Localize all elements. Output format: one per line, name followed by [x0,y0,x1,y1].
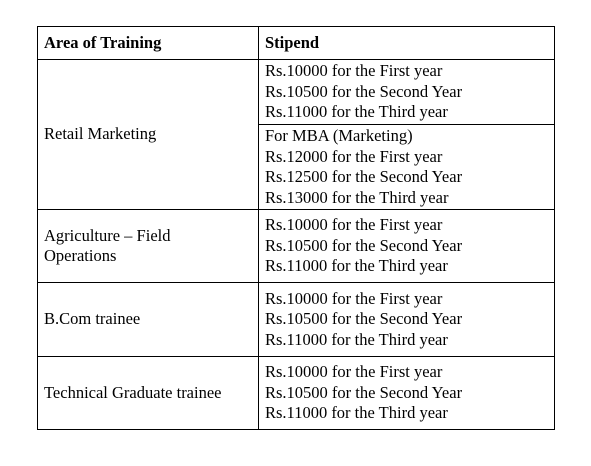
area-line: Agriculture – Field [44,225,171,245]
area-retail-marketing: Retail Marketing [37,59,259,210]
stipend-line: For MBA (Marketing) [265,126,413,145]
stipend-line: Rs.11000 for the Third year [265,329,448,349]
table-row-technical-graduate: Technical Graduate trainee Rs.10000 for … [37,356,555,430]
stipend-line: Rs.11000 for the Third year [265,403,448,423]
stipend-line: Rs.11000 for the Third year [265,256,448,276]
header-area-of-training: Area of Training [37,26,259,60]
table-row-bcom: B.Com trainee Rs.10000 for the First yea… [37,282,555,357]
stipend-line: Rs.11000 for the Third year [265,102,448,122]
stipend-line: Rs.12500 for the Second Year [265,167,463,186]
table-row-agriculture: Agriculture – Field Operations Rs.10000 … [37,209,555,283]
stipend-line: Rs.10500 for the Second Year [265,235,463,255]
header-row: Area of Training Stipend [37,26,555,60]
stipend-line: Rs.10000 for the First year [265,288,443,308]
stipend-retail-standard: Rs.10000 for the First year Rs.10500 for… [258,59,555,125]
area-bcom-trainee: B.Com trainee [37,282,259,357]
stipend-table: Area of Training Stipend Retail Marketin… [37,26,555,430]
stipend-line: Rs.10000 for the First year [265,362,443,382]
area-line: Operations [44,246,117,265]
stipend-technical-graduate: Rs.10000 for the First year Rs.10500 for… [258,356,555,430]
stipend-line: Rs.10500 for the Second Year [265,81,463,101]
stipend-line: Rs.13000 for the Third year [265,187,449,207]
area-agriculture-field-operations: Agriculture – Field Operations [37,209,259,283]
stipend-line: Rs.10500 for the Second Year [265,309,463,329]
stipend-line: Rs.10000 for the First year [265,215,443,235]
stipend-retail-mba: For MBA (Marketing) Rs.12000 for the Fir… [258,124,555,210]
header-stipend: Stipend [258,26,555,60]
table-row-retail-marketing-2: For MBA (Marketing) Rs.12000 for the Fir… [38,124,555,210]
stipend-line: Rs.10500 for the Second Year [265,382,463,402]
stipend-agriculture: Rs.10000 for the First year Rs.10500 for… [258,209,555,283]
stipend-line: Rs.12000 for the First year [265,146,443,166]
area-technical-graduate-trainee: Technical Graduate trainee [37,356,259,430]
stipend-bcom: Rs.10000 for the First year Rs.10500 for… [258,282,555,357]
stipend-line: Rs.10000 for the First year [265,61,443,81]
table-row-retail-marketing-1: Retail Marketing Rs.10000 for the First … [37,59,555,210]
